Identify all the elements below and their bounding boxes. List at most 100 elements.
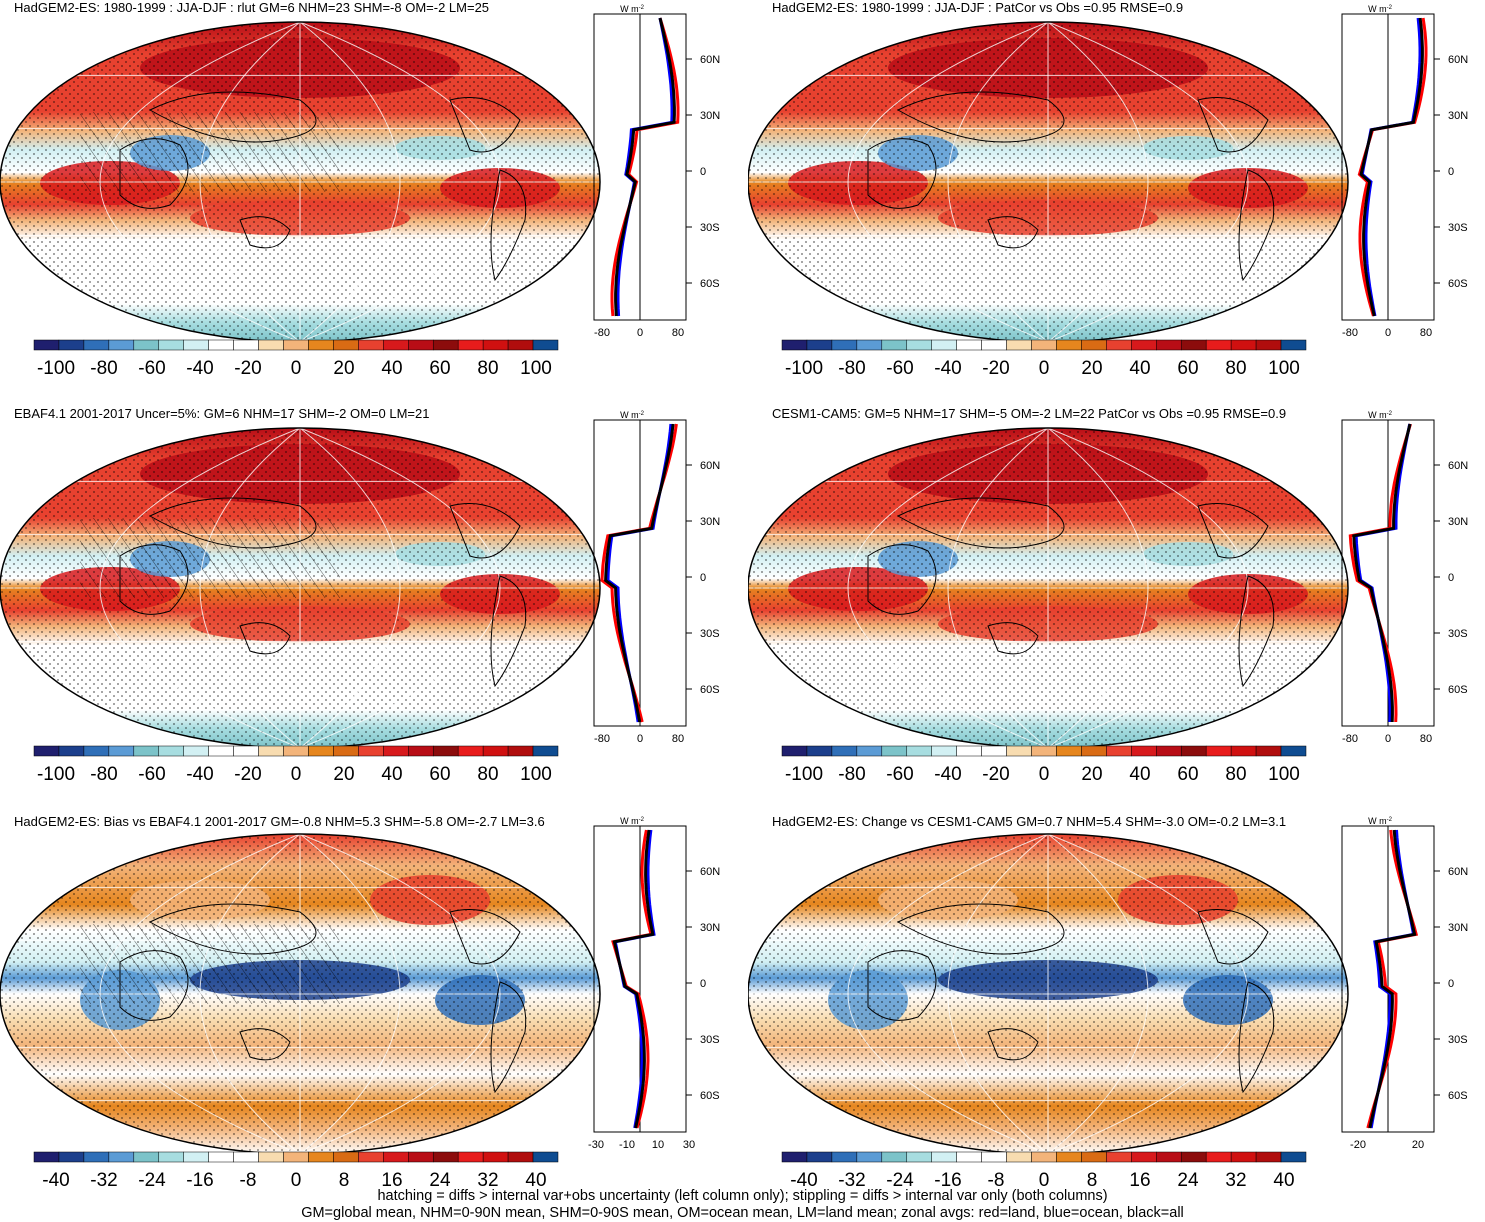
panel-title: HadGEM2-ES: 1980-1999 : JJA-DJF : rlut G…: [14, 0, 490, 15]
zonal-x-tick-label: -80: [1342, 733, 1358, 745]
colorbar-tick-label: -80: [838, 764, 865, 785]
lat-tick-label: 60S: [1448, 278, 1468, 290]
colorbar-tick-label: -100: [785, 764, 823, 785]
colorbar-tick-label: -24: [138, 1170, 166, 1191]
colorbar-tick-label: 100: [520, 764, 552, 785]
colorbar-tick-label: -24: [886, 1170, 914, 1191]
colorbar-tick-label: -8: [988, 1170, 1005, 1191]
colorbar-tick-label: 8: [1087, 1170, 1098, 1191]
lat-tick-label: 0: [700, 978, 706, 990]
lat-tick-label: 60N: [700, 866, 720, 878]
colorbar-tick-label: -20: [234, 358, 261, 379]
zonal-x-tick-label: -20: [1350, 1139, 1366, 1151]
lat-tick-label: 0: [700, 572, 706, 584]
zonal-x-tick-label: 80: [1420, 733, 1432, 745]
colorbar-tick-label: 0: [1039, 1170, 1050, 1191]
colorbar: -100 -80 -60 -40 -20 0 20 40 60 80 100: [781, 339, 1307, 379]
colorbar-tick-label: 20: [333, 358, 354, 379]
colorbar-tick-label: 0: [291, 1170, 302, 1191]
lat-tick-label: 30S: [1448, 1034, 1468, 1046]
colorbar-tick-label: 0: [291, 358, 302, 379]
lat-tick-label: 30S: [700, 1034, 720, 1046]
map-panel-6: HadGEM2-ES: Change vs CESM1-CAM5 GM=0.7 …: [748, 812, 1485, 1202]
zonal-x-tick-label: 20: [1412, 1139, 1424, 1151]
panel-title: HadGEM2-ES: 1980-1999 : JJA-DJF : PatCor…: [772, 0, 1184, 15]
zonal-x-tick-label: -10: [619, 1139, 635, 1151]
map-panel-2: HadGEM2-ES: 1980-1999 : JJA-DJF : PatCor…: [748, 0, 1485, 390]
lat-tick-label: 60N: [1448, 54, 1468, 66]
zonal-x-tick-label: 10: [652, 1139, 664, 1151]
zonal-average-plot: W m-2 60N 30N 0 30S 60S -20 20: [1341, 816, 1468, 1151]
colorbar-tick-label: 20: [1081, 358, 1102, 379]
panel-title: HadGEM2-ES: Change vs CESM1-CAM5 GM=0.7 …: [772, 814, 1287, 829]
zonal-unit-label: W m-2: [1368, 410, 1392, 420]
map-field: [0, 428, 600, 748]
colorbar-tick-label: -100: [37, 358, 75, 379]
zonal-x-tick-label: 30: [683, 1139, 695, 1151]
lat-tick-label: 30N: [700, 110, 720, 122]
colorbar-tick-label: -100: [37, 764, 75, 785]
colorbar-tick-label: 0: [291, 764, 302, 785]
colorbar-tick-label: -32: [90, 1170, 117, 1191]
lat-tick-label: 60S: [1448, 684, 1468, 696]
colorbar-tick-label: -40: [186, 358, 213, 379]
colorbar-tick-label: 24: [1177, 1170, 1199, 1191]
zonal-unit-label: W m-2: [1368, 816, 1392, 826]
colorbar-tick-label: 80: [1225, 764, 1246, 785]
colorbar-tick-label: -8: [240, 1170, 257, 1191]
lat-tick-label: 0: [1448, 166, 1454, 178]
panel-title: EBAF4.1 2001-2017 Uncer=5%: GM=6 NHM=17 …: [14, 406, 430, 421]
lat-tick-label: 60N: [1448, 460, 1468, 472]
colorbar-tick-label: -40: [790, 1170, 817, 1191]
colorbar-tick-label: -40: [934, 764, 961, 785]
colorbar-tick-label: 40: [381, 764, 402, 785]
colorbar-tick-label: -40: [186, 764, 213, 785]
colorbar-tick-label: -60: [886, 764, 913, 785]
colorbar-tick-label: -80: [838, 358, 865, 379]
map-panel-1: HadGEM2-ES: 1980-1999 : JJA-DJF : rlut G…: [0, 0, 740, 390]
colorbar-tick-label: -80: [90, 358, 117, 379]
colorbar-tick-label: -40: [934, 358, 961, 379]
colorbar-tick-label: -80: [90, 764, 117, 785]
colorbar-tick-label: 60: [1177, 764, 1198, 785]
lat-tick-label: 30N: [1448, 516, 1468, 528]
colorbar: -100 -80 -60 -40 -20 0 20 40 60 80 100: [33, 339, 559, 379]
lat-tick-label: 60S: [700, 684, 720, 696]
lat-tick-label: 30S: [1448, 222, 1468, 234]
lat-tick-label: 60S: [700, 278, 720, 290]
colorbar-tick-label: -40: [42, 1170, 69, 1191]
colorbar-tick-label: 20: [1081, 764, 1102, 785]
colorbar: -40 -32 -24 -16 -8 0 8 16 24 32 40: [33, 1151, 559, 1191]
zonal-unit-label: W m-2: [620, 4, 644, 14]
map-field: [748, 22, 1348, 342]
colorbar-tick-label: -32: [838, 1170, 865, 1191]
colorbar-tick-label: 20: [333, 764, 354, 785]
map-field: [748, 834, 1348, 1154]
zonal-average-plot: W m-2 60N 30N 0 30S 60S -80 0 80: [593, 410, 720, 745]
zonal-x-tick-label: -30: [588, 1139, 604, 1151]
panel-title: HadGEM2-ES: Bias vs EBAF4.1 2001-2017 GM…: [14, 814, 545, 829]
lat-tick-label: 60N: [700, 460, 720, 472]
colorbar-tick-label: 60: [1177, 358, 1198, 379]
footer-note-hatching: hatching = diffs > internal var+obs unce…: [377, 1188, 1108, 1204]
colorbar-tick-label: -20: [982, 358, 1009, 379]
map-panel-5: HadGEM2-ES: Bias vs EBAF4.1 2001-2017 GM…: [0, 812, 740, 1202]
colorbar-tick-label: -16: [186, 1170, 213, 1191]
colorbar: -100 -80 -60 -40 -20 0 20 40 60 80 100: [781, 745, 1307, 785]
colorbar-tick-label: 40: [1273, 1170, 1294, 1191]
map-field: [0, 834, 600, 1154]
map-panel-4: CESM1-CAM5: GM=5 NHM=17 SHM=-5 OM=-2 LM=…: [748, 406, 1485, 796]
panel-title: CESM1-CAM5: GM=5 NHM=17 SHM=-5 OM=-2 LM=…: [772, 406, 1287, 421]
colorbar-tick-label: 100: [1268, 358, 1300, 379]
colorbar-tick-label: 16: [381, 1170, 402, 1191]
zonal-x-tick-label: 80: [672, 327, 684, 339]
panel-graphics: W m-2 60N 30N 0 30S 60S -30 -10 10 30 -40 -32 -24 -16…: [0, 816, 720, 1191]
lat-tick-label: 30S: [1448, 628, 1468, 640]
zonal-x-tick-label: 0: [1385, 327, 1391, 339]
lat-tick-label: 30N: [1448, 922, 1468, 934]
colorbar-tick-label: 8: [339, 1170, 350, 1191]
colorbar-tick-label: -60: [138, 764, 165, 785]
colorbar-tick-label: 32: [477, 1170, 498, 1191]
lat-tick-label: 0: [1448, 572, 1454, 584]
panel-graphics: W m-2 60N 30N 0 30S 60S -20 20 -40 -32 -24 -16 -8 0 8 1…: [748, 816, 1468, 1191]
